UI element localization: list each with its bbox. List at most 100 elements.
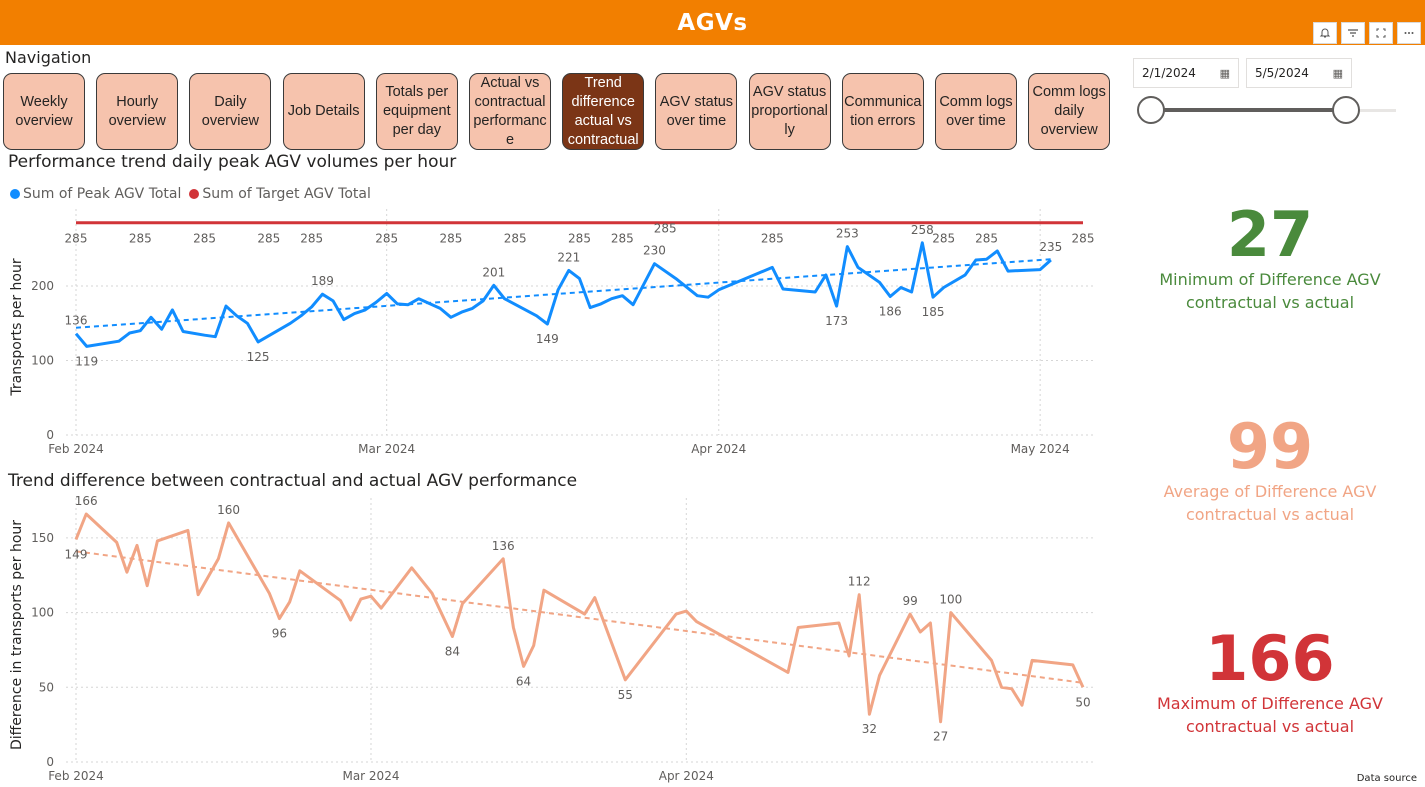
- kpi-average-label: Average of Difference AGV contractual vs…: [1140, 480, 1400, 526]
- nav-button[interactable]: AGV status over time: [655, 73, 738, 150]
- nav-button-label-line: overview: [108, 112, 166, 129]
- nav-button-label-line: Trend: [584, 74, 622, 91]
- data-label: 27: [933, 730, 948, 744]
- data-label: 285: [932, 232, 955, 246]
- x-tick-label: Mar 2024: [342, 769, 399, 783]
- kpi-minimum-label-line: Minimum of Difference AGV: [1159, 270, 1381, 289]
- trend-line: [75, 258, 1051, 329]
- filter-glyph: [1348, 29, 1358, 37]
- y-tick-label: 100: [31, 606, 54, 620]
- kpi-average: 99 Average of Difference AGV contractual…: [1140, 414, 1400, 526]
- data-label: 32: [862, 722, 877, 736]
- nav-button-label-line: overview: [201, 112, 259, 129]
- data-label: 285: [1072, 232, 1095, 246]
- nav-button-label-line: Hourly: [116, 93, 159, 110]
- data-label: 285: [65, 232, 88, 246]
- visual-header: [1313, 22, 1421, 44]
- bell-icon[interactable]: [1313, 22, 1337, 44]
- data-label: 285: [375, 232, 398, 246]
- start-date-input[interactable]: 2/1/2024 ▦: [1133, 58, 1239, 88]
- nav-button[interactable]: Weekly overview: [3, 73, 85, 150]
- kpi-minimum: 27 Minimum of Difference AGV contractual…: [1140, 202, 1400, 314]
- legend-label-target: Sum of Target AGV Total: [202, 186, 371, 202]
- nav-button-label-line: ly: [784, 122, 795, 138]
- more-glyph: [1404, 32, 1414, 34]
- data-label: 64: [516, 674, 531, 688]
- nav-button[interactable]: Totals per equipment per day: [375, 73, 458, 150]
- nav-button-label-line: performanc: [473, 112, 547, 129]
- nav-button-label: Communica tion errors: [844, 93, 921, 131]
- kpi-minimum-value: 27: [1226, 198, 1314, 271]
- data-label: 189: [311, 274, 334, 288]
- x-tick-label: May 2024: [1011, 442, 1070, 456]
- data-label: 253: [836, 227, 859, 241]
- kpi-maximum-label-line: contractual vs actual: [1185, 717, 1355, 736]
- kpi-maximum-value: 166: [1205, 622, 1335, 695]
- nav-button[interactable]: AGV status proportional ly: [748, 73, 831, 150]
- start-date-value: 2/1/2024: [1142, 66, 1196, 80]
- data-label: 84: [445, 644, 460, 658]
- nav-button[interactable]: Comm logs over time: [935, 73, 1017, 150]
- nav-button[interactable]: Communica tion errors: [841, 73, 924, 150]
- nav-button-label-line: Comm logs: [939, 93, 1013, 110]
- nav-button-label: AGV status proportional ly: [751, 83, 828, 140]
- nav-button-label-line: difference: [571, 93, 635, 110]
- nav-button-label: Comm logs over time: [939, 93, 1012, 131]
- data-label: 258: [911, 223, 934, 237]
- data-label: 112: [848, 575, 871, 589]
- more-options-icon[interactable]: [1397, 22, 1421, 44]
- nav-button-label: Job Details: [288, 102, 360, 121]
- kpi-average-value: 99: [1226, 410, 1314, 483]
- data-label: 50: [1075, 695, 1090, 709]
- nav-button-label: Comm logs daily overview: [1033, 83, 1106, 140]
- expand-icon[interactable]: [1369, 22, 1393, 44]
- x-tick-label: Feb 2024: [48, 442, 104, 456]
- data-label: 285: [439, 232, 462, 246]
- legend-item-target[interactable]: Sum of Target AGV Total: [189, 186, 371, 202]
- nav-button-label: Daily overview: [202, 93, 259, 131]
- series-line: [74, 241, 1052, 348]
- date-slider-end-handle[interactable]: [1332, 96, 1360, 124]
- nav-button[interactable]: Trend difference actual vs contractual: [562, 73, 645, 150]
- nav-button-label-line: Comm logs: [1032, 84, 1106, 100]
- nav-button[interactable]: Actual vs contractual performanc e: [469, 73, 551, 150]
- data-label: 136: [492, 539, 515, 553]
- x-tick-label: Mar 2024: [358, 442, 415, 456]
- nav-button[interactable]: Job Details: [282, 73, 365, 150]
- data-label: 119: [75, 354, 98, 368]
- data-label: 186: [879, 304, 902, 318]
- data-label: 149: [65, 547, 88, 561]
- y-tick-label: 0: [46, 755, 54, 769]
- kpi-maximum-label: Maximum of Difference AGV contractual vs…: [1140, 692, 1400, 738]
- calendar-icon[interactable]: ▦: [1219, 66, 1230, 80]
- filter-icon[interactable]: [1341, 22, 1365, 44]
- nav-button[interactable]: Daily overview: [189, 73, 272, 150]
- nav-button-label-line: daily: [1054, 103, 1085, 119]
- nav-button-label-line: actual vs: [574, 112, 632, 129]
- end-date-input[interactable]: 5/5/2024 ▦: [1246, 58, 1352, 88]
- date-slider-start-handle[interactable]: [1137, 96, 1165, 124]
- nav-button-label-line: Daily: [214, 93, 247, 110]
- calendar-icon[interactable]: ▦: [1332, 66, 1343, 80]
- legend-item-peak[interactable]: Sum of Peak AGV Total: [10, 186, 181, 202]
- nav-button[interactable]: Comm logs daily overview: [1028, 73, 1111, 150]
- nav-button-label-line: tion errors: [850, 112, 916, 129]
- y-tick-label: 100: [31, 354, 54, 368]
- nav-button-label-line: AGV status: [752, 84, 827, 100]
- data-label: 285: [975, 232, 998, 246]
- data-source-link[interactable]: Data source: [1356, 773, 1417, 784]
- y-axis-title: Transports per hour: [9, 258, 25, 396]
- data-label: 230: [643, 244, 666, 258]
- nav-button-label-line: contractual: [474, 93, 546, 110]
- y-tick-label: 150: [31, 531, 54, 545]
- nav-button-label-line: equipment: [382, 103, 451, 119]
- data-label: 125: [247, 350, 270, 364]
- nav-button-label-line: e: [505, 131, 515, 148]
- title-bar: AGVs: [0, 0, 1425, 45]
- nav-button[interactable]: Hourly overview: [96, 73, 179, 150]
- data-label: 96: [272, 627, 287, 641]
- nav-button-label: Hourly overview: [109, 93, 166, 131]
- y-tick-label: 0: [46, 428, 54, 442]
- data-label: 100: [939, 593, 962, 607]
